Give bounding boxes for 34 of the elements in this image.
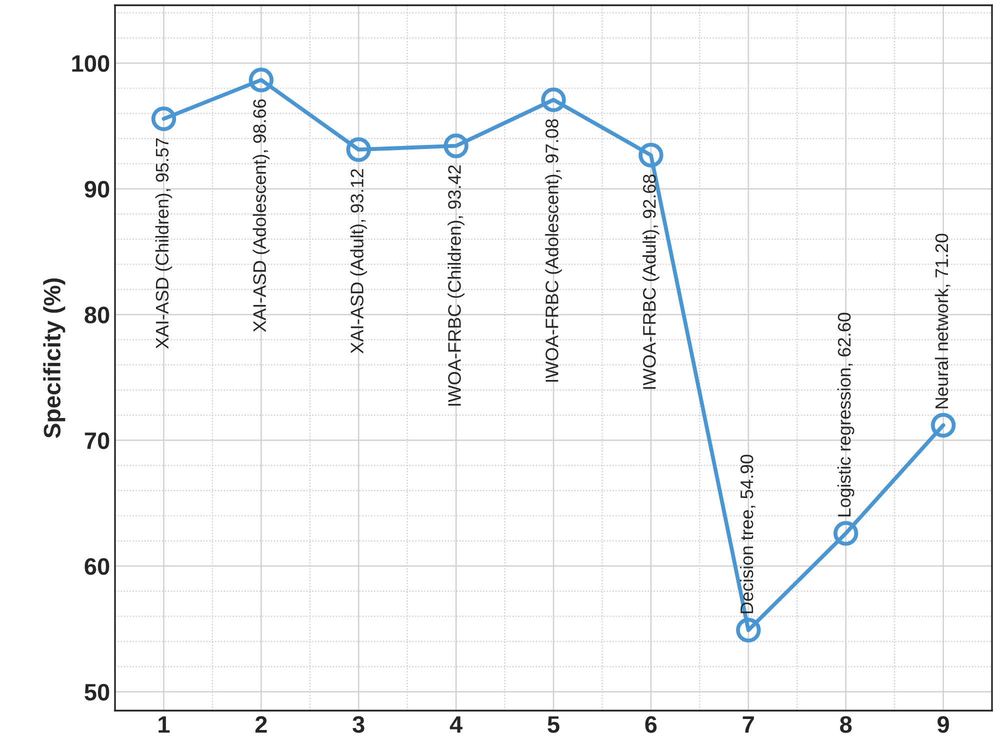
annotation: XAI-ASD (Adolescent), 98.66 (252, 99, 270, 332)
x-tick-label: 4 (450, 716, 462, 733)
x-tick-label: 3 (352, 716, 364, 733)
point (833, 520, 858, 546)
x-tick-label: 9 (938, 716, 949, 733)
point (151, 106, 176, 132)
y-tick-label: 70 (84, 432, 110, 450)
annotation: XAI-ASD (Children), 95.57 (155, 138, 172, 349)
y-tick-label: 90 (84, 180, 110, 198)
x-tick-label: 6 (645, 716, 657, 733)
point (346, 137, 371, 162)
y-tick-label: 50 (84, 684, 110, 701)
x-tick-label: 7 (742, 716, 754, 733)
y-tick-label: 60 (84, 558, 110, 575)
x-tick-label: 5 (548, 716, 560, 733)
annotation: Neural network, 71.20 (934, 234, 950, 408)
point (930, 412, 956, 438)
annotation: Decision tree, 54.90 (740, 454, 756, 614)
point (444, 133, 468, 158)
annotation: Logistic regression, 62.60 (837, 312, 854, 516)
point (736, 618, 761, 643)
y-tick-label: 80 (84, 306, 110, 324)
annotation: IWOA-FRBC (Adult), 92.68 (642, 174, 660, 389)
x-tick-label: 8 (840, 716, 852, 733)
point (248, 68, 274, 92)
y-tick-label: 100 (72, 55, 110, 72)
y-axis-title: Specificity (%) (43, 278, 66, 438)
point (541, 87, 566, 112)
x-tick-label: 2 (255, 716, 267, 733)
x-tick-label: 1 (158, 716, 170, 733)
annotation: IWOA-FRBC (Children), 93.42 (448, 165, 464, 406)
annotation: XAI-ASD (Adult), 93.12 (350, 169, 368, 354)
point (638, 142, 664, 168)
annotation: IWOA-FRBC (Adolescent), 97.08 (545, 119, 562, 382)
